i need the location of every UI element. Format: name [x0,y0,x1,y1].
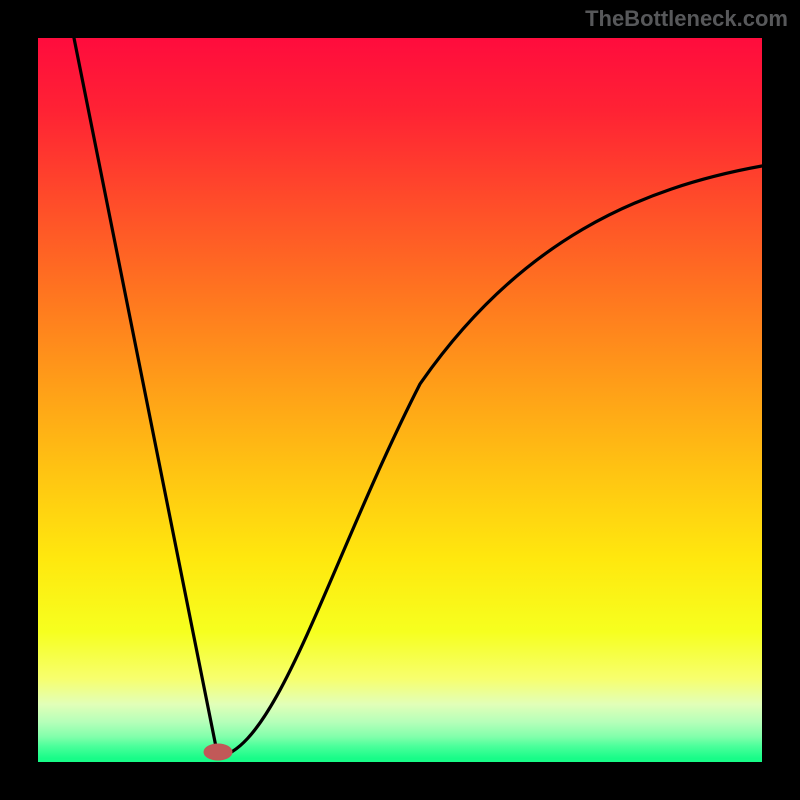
bottleneck-chart [0,0,800,800]
watermark-text: TheBottleneck.com [585,6,788,32]
vertex-marker [204,744,232,760]
chart-container: TheBottleneck.com [0,0,800,800]
